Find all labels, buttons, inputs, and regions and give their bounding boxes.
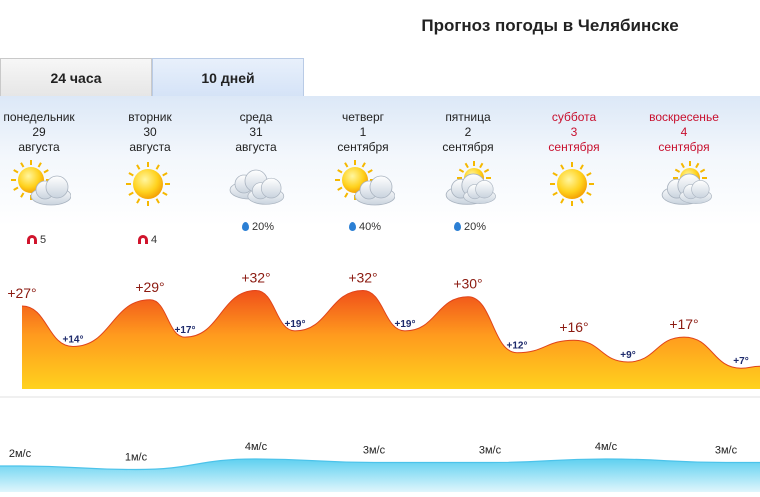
day-date: 31 [249,125,263,139]
tab-10-days[interactable]: 10 дней [152,58,304,96]
high-temperature: +17° [669,316,698,332]
day-weekday: четверг [342,110,384,124]
temperature-area [22,290,760,389]
day-month: августа [129,140,171,154]
raindrop-icon [241,222,249,231]
cloud-sun-icon [652,160,716,212]
cloud-sun-icon [436,160,500,212]
day-header: среда 31 августа [201,110,311,155]
low-temperature: +9° [620,350,635,361]
day-month: сентября [658,140,710,154]
wind-area [0,459,760,492]
wind-line [0,458,760,471]
wind-speed: 4м/с [595,441,618,453]
sun-cloud-icon [7,160,72,212]
tab-bar: 24 часа 10 дней [0,58,760,96]
geomagnetic: 4 [138,234,178,246]
precipitation: 40% [335,221,395,233]
magnet-icon [27,235,37,244]
low-temperature: +7° [733,356,748,367]
wind-speed: 2м/с [9,448,32,460]
day-month: сентября [337,140,389,154]
day-weekday: пятница [445,110,491,124]
sun-icon [542,160,606,212]
sun-cloud-icon [331,160,396,212]
day-header: понедельник 29 августа [0,110,94,155]
day-date: 2 [464,125,472,139]
day-month: августа [235,140,277,154]
wind-speed: 1м/с [125,452,148,464]
day-month: августа [18,140,60,154]
day-weekday: вторник [128,110,172,124]
raindrop-icon [453,222,461,231]
low-temperature: +17° [175,325,196,336]
precipitation-value: 40% [358,221,382,233]
day-month: сентября [442,140,494,154]
day-weekday: воскресенье [649,110,719,124]
day-weekday: понедельник [3,110,75,124]
day-date: 29 [32,125,46,139]
geomagnetic-value: 5 [40,234,47,246]
precipitation-value: 20% [251,221,275,233]
sun-icon [118,160,182,212]
day-weekday: среда [239,110,273,124]
high-temperature: +30° [453,276,482,292]
day-weekday: суббота [551,110,597,124]
wind-speed: 3м/с [715,445,738,457]
low-temperature: +14° [63,335,84,346]
precipitation: 20% [440,221,500,233]
precipitation-value: 20% [463,221,487,233]
precipitation: 20% [228,221,288,233]
high-temperature: +27° [7,285,36,301]
day-month: сентября [548,140,600,154]
geomagnetic: 5 [27,234,67,246]
day-date: 30 [143,125,157,139]
high-temperature: +16° [559,319,588,335]
wind-speed: 3м/с [363,445,386,457]
day-header: четверг 1 сентября [308,110,418,155]
magnet-icon [138,235,148,244]
temperature-line [21,289,760,369]
day-date: 1 [359,125,367,139]
wind-speed: 3м/с [479,445,502,457]
forecast-panel [0,96,760,497]
geomagnetic-value: 4 [151,234,158,246]
page-title: Прогноз погоды в Челябинске [421,16,679,35]
day-date: 3 [570,125,578,139]
day-header: воскресенье 4 сентября [629,110,739,155]
tab-24-hours[interactable]: 24 часа [0,58,152,96]
high-temperature: +32° [241,270,270,286]
raindrop-icon [348,222,356,231]
high-temperature: +32° [348,270,377,286]
low-temperature: +12° [507,341,528,352]
low-temperature: +19° [395,319,416,330]
cloud-icon [224,160,288,212]
day-header: суббота 3 сентября [519,110,629,155]
day-date: 4 [680,125,688,139]
wind-speed: 4м/с [245,441,268,453]
high-temperature: +29° [135,279,164,295]
day-header: пятница 2 сентября [413,110,523,155]
low-temperature: +19° [285,319,306,330]
day-header: вторник 30 августа [95,110,205,155]
